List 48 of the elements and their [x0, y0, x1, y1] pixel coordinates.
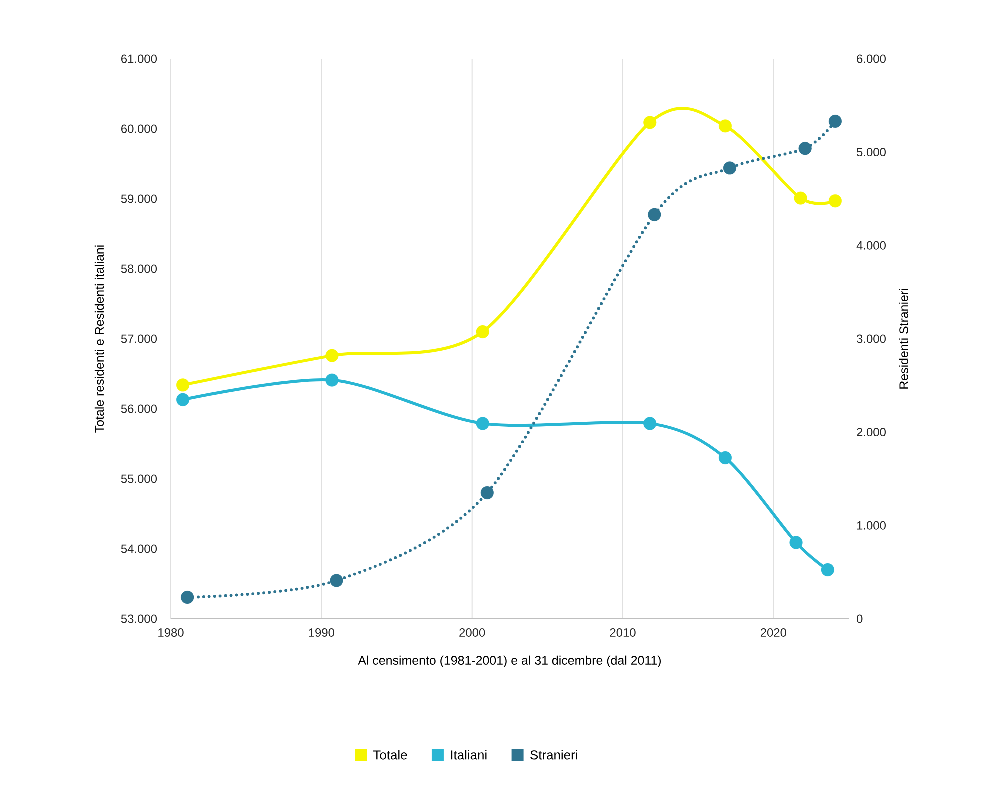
legend-label: Totale — [374, 750, 408, 760]
y-tick-label: 56.000 — [121, 404, 158, 414]
y-tick-label: 61.000 — [122, 54, 158, 64]
point — [798, 142, 812, 156]
point — [476, 417, 490, 430]
y-tick-label: 57.000 — [121, 334, 158, 344]
point — [794, 192, 808, 205]
y2-tick-label: 3.000 — [856, 334, 886, 344]
point — [181, 591, 194, 604]
x-tick-label: 2000 — [460, 628, 486, 637]
point — [176, 378, 190, 392]
point — [326, 374, 339, 387]
point — [326, 349, 339, 362]
point — [644, 417, 657, 430]
y2-tick-label: 4.000 — [856, 241, 886, 250]
point — [828, 194, 842, 208]
legend-label: Stranieri — [530, 750, 578, 760]
point — [476, 325, 490, 339]
point — [723, 162, 737, 175]
point — [821, 563, 834, 577]
y-tick-label: 58.000 — [121, 264, 158, 274]
x-tick-label: 1980 — [158, 628, 184, 637]
point — [718, 120, 732, 133]
y-tick-label: 54.000 — [121, 544, 158, 554]
y2-tick-label: 1.000 — [857, 521, 886, 530]
y-axis-title: Totale residenti e Residenti italiani — [94, 246, 104, 433]
point — [790, 536, 803, 550]
y2-tick-label: 5.000 — [857, 148, 886, 157]
x-tick-label: 2020 — [760, 628, 786, 637]
y2-tick-label: 0 — [856, 614, 863, 624]
y-tick-label: 53.000 — [121, 614, 158, 624]
point — [648, 208, 662, 222]
y-tick-label: 55.000 — [121, 474, 158, 484]
point — [480, 486, 494, 500]
y2-tick-label: 6.000 — [857, 54, 886, 64]
y2-tick-label: 2.000 — [857, 428, 886, 437]
point — [330, 574, 344, 588]
x-tick-label: 2010 — [610, 628, 636, 637]
point — [828, 114, 842, 128]
y-tick-label: 60.000 — [122, 124, 158, 134]
legend-label: Italiani — [451, 750, 487, 760]
x-axis-title: Al censimento (1981-2001) e al 31 dicembre (dal 2011) — [358, 656, 662, 668]
y-tick-label: 59.000 — [121, 194, 158, 204]
x-tick-label: 1990 — [309, 628, 334, 637]
y2-axis-title: Residenti Stranieri — [899, 288, 908, 389]
point — [644, 116, 657, 130]
point — [176, 393, 190, 406]
point — [718, 451, 732, 465]
